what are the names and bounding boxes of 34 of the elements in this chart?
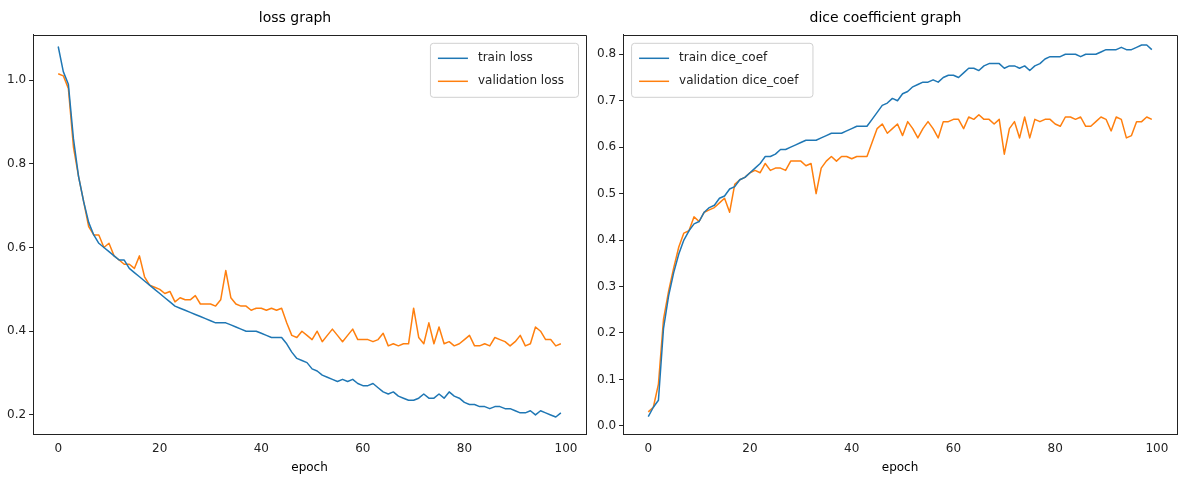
x-tick-label: 100 bbox=[1145, 440, 1169, 455]
y-tick-label: 0.2 bbox=[6, 407, 27, 422]
y-tick-label: 0.6 bbox=[6, 239, 27, 254]
x-tick-label: 0 bbox=[54, 440, 63, 455]
y-tick-label: 0.8 bbox=[596, 46, 617, 61]
x-tick-label: 60 bbox=[355, 440, 371, 455]
x-tick-label: 0 bbox=[644, 440, 653, 455]
y-tick-label: 1.0 bbox=[6, 72, 27, 87]
y-tick-label: 0.8 bbox=[6, 155, 27, 170]
legend-label: train dice_coef bbox=[679, 50, 769, 65]
y-tick-label: 0.4 bbox=[6, 323, 27, 338]
legend-label: validation loss bbox=[477, 73, 564, 88]
x-tick-label: 80 bbox=[456, 440, 473, 455]
y-tick-label: 0.7 bbox=[596, 92, 617, 107]
y-tick-label: 0.1 bbox=[596, 371, 617, 386]
legend-label: validation dice_coef bbox=[679, 73, 800, 88]
x-axis-title: epoch bbox=[881, 459, 919, 474]
y-tick-label: 0.4 bbox=[596, 232, 617, 247]
legend-label: train loss bbox=[477, 50, 533, 65]
x-tick-label: 20 bbox=[152, 440, 168, 455]
x-tick-label: 80 bbox=[1047, 440, 1063, 455]
x-tick-label: 20 bbox=[742, 440, 758, 455]
y-tick-label: 0.2 bbox=[596, 325, 617, 340]
chart-title: dice coefficient graph bbox=[809, 9, 962, 26]
y-tick-label: 0.0 bbox=[596, 417, 617, 432]
y-tick-label: 0.3 bbox=[596, 278, 617, 293]
x-axis-title: epoch bbox=[291, 459, 328, 474]
y-tick-label: 0.5 bbox=[596, 185, 617, 200]
chart-title: loss graph bbox=[258, 9, 332, 26]
x-tick-label: 40 bbox=[844, 440, 860, 455]
x-tick-label: 100 bbox=[554, 440, 578, 455]
y-tick-label: 0.6 bbox=[596, 139, 617, 154]
x-tick-label: 40 bbox=[253, 440, 269, 455]
x-tick-label: 60 bbox=[945, 440, 962, 455]
